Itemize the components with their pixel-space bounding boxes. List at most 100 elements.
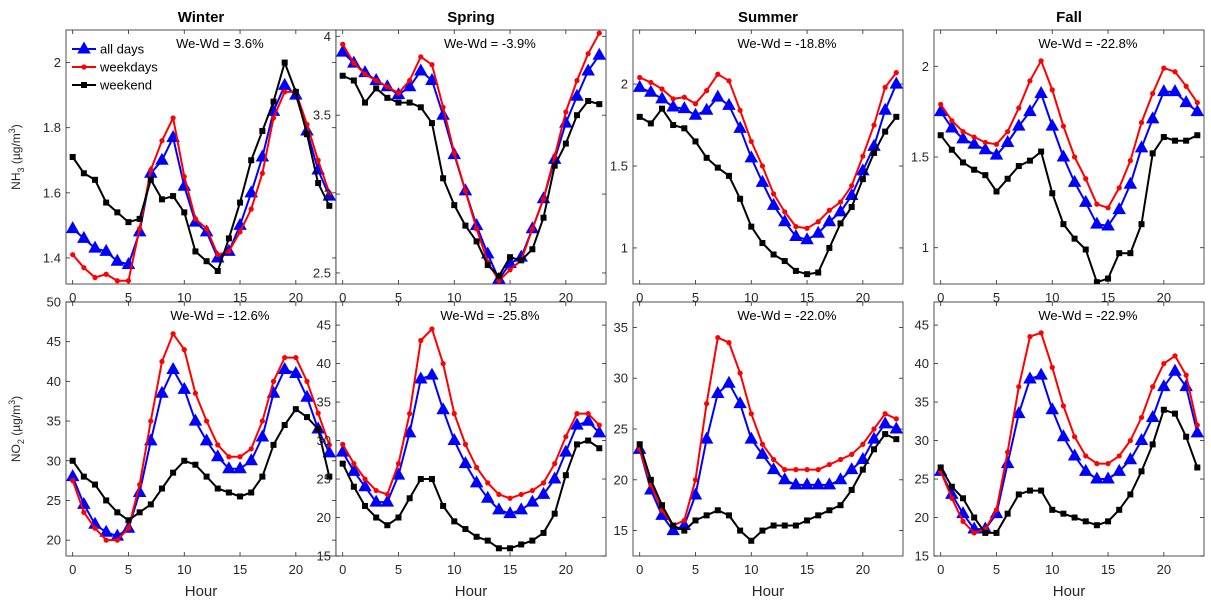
series-group [336, 30, 606, 284]
data-point-weekend [540, 529, 547, 536]
data-point-weekdays [340, 41, 346, 47]
data-point-all_days [633, 79, 647, 92]
data-point-weekend [1105, 518, 1112, 525]
data-point-weekend [136, 509, 143, 516]
data-point-all_days [989, 147, 1004, 160]
data-point-all_days [369, 494, 383, 507]
data-point-weekend [303, 414, 310, 421]
data-point-all_days [1045, 402, 1060, 415]
data-point-all_days [1090, 471, 1104, 484]
data-point-weekend [982, 529, 989, 536]
data-point-weekend [573, 441, 580, 448]
y-tick-label: 1.6 [43, 185, 61, 200]
data-point-weekend [384, 522, 391, 529]
data-point-all_days [833, 472, 848, 485]
data-point-weekdays [215, 252, 221, 258]
legend-label-weekdays: weekdays [99, 60, 158, 75]
data-point-weekend [1183, 433, 1190, 440]
data-point-all_days [347, 463, 361, 476]
x-tick-label: 5 [692, 562, 699, 577]
data-point-weekend [737, 195, 744, 202]
data-point-weekdays [203, 418, 210, 424]
panel-spring-no2: 0 5 10 15 20 15 20 25 30 35 40 45 We-Wd = -25.8% Hour [317, 301, 607, 600]
data-point-all_days [644, 84, 658, 97]
data-point-weekend [781, 522, 788, 529]
data-point-all_days [744, 150, 759, 163]
data-point-weekend [714, 164, 721, 171]
data-point-weekend [551, 510, 558, 517]
data-point-weekdays [362, 71, 368, 77]
data-point-weekend [540, 214, 547, 221]
data-point-all_days [1056, 149, 1071, 162]
data-point-all_days [66, 469, 80, 482]
y-tick-label: 20 [614, 472, 628, 487]
data-point-weekend [507, 545, 514, 552]
data-point-all_days [889, 76, 903, 89]
data-point-weekend [1049, 506, 1056, 513]
data-point-weekdays [473, 464, 480, 471]
data-point-weekend [596, 101, 603, 108]
data-point-all_days [1168, 363, 1182, 376]
data-point-weekend [870, 149, 877, 156]
data-point-weekdays [659, 86, 665, 92]
legend-marker-weekdays [81, 64, 87, 70]
data-point-weekdays [1105, 461, 1111, 467]
data-point-weekdays [373, 487, 379, 494]
data-point-weekend [1160, 134, 1167, 141]
data-point-weekend [484, 537, 491, 544]
data-point-weekend [759, 527, 766, 534]
data-point-weekend [960, 159, 967, 166]
data-point-weekdays [1183, 372, 1189, 378]
data-point-all_days [525, 494, 540, 507]
data-point-all_days [425, 367, 439, 380]
data-point-weekdays [871, 426, 877, 432]
data-point-weekdays [148, 418, 154, 424]
data-point-all_days [1012, 406, 1026, 419]
data-point-weekdays [259, 170, 265, 176]
data-point-weekdays [215, 442, 221, 448]
data-point-all_days [155, 152, 169, 165]
data-point-all_days [1023, 371, 1037, 384]
data-point-weekdays [882, 411, 888, 417]
x-tick-label: 20 [559, 290, 573, 305]
we-wd-annotation: We-Wd = 3.6% [176, 36, 264, 51]
data-point-weekdays [1194, 99, 1200, 106]
data-point-weekdays [351, 60, 357, 66]
data-point-weekdays [529, 487, 535, 494]
y-tick-label: 30 [614, 371, 628, 386]
data-point-weekend [125, 517, 132, 524]
data-point-weekdays [181, 173, 187, 180]
y-tick-label: 1.4 [43, 250, 61, 265]
data-point-weekdays [1005, 449, 1011, 455]
data-point-weekend [417, 104, 424, 111]
x-tick-label: 0 [636, 290, 643, 305]
data-point-all_days [833, 204, 848, 217]
data-point-weekdays [507, 495, 513, 501]
data-point-weekdays [782, 209, 788, 215]
x-tick-label: 5 [125, 290, 132, 305]
data-point-weekdays [681, 94, 687, 100]
data-point-weekend [1194, 132, 1201, 139]
data-point-all_days [536, 486, 551, 499]
data-point-weekend [725, 172, 732, 179]
data-point-weekdays [793, 467, 799, 473]
data-point-weekend [248, 157, 255, 164]
data-point-weekend [362, 99, 369, 106]
data-point-weekend [993, 188, 1000, 195]
y-tick-label: 20 [317, 510, 331, 525]
data-point-weekdays [507, 267, 513, 273]
data-point-weekdays [1071, 154, 1078, 160]
x-tick-label: 10 [447, 290, 461, 305]
x-tick-label: 15 [1101, 290, 1115, 305]
data-point-weekend [248, 489, 255, 496]
data-point-weekdays [748, 138, 754, 145]
data-point-weekend [350, 77, 357, 84]
data-point-all_days [581, 63, 595, 76]
data-point-weekdays [563, 434, 569, 440]
series-group [934, 330, 1204, 536]
y-tick-label: 35 [915, 395, 929, 410]
data-point-weekdays [1172, 353, 1178, 359]
series-group [66, 59, 336, 284]
data-point-weekend [1060, 221, 1067, 228]
data-point-weekend [339, 460, 346, 467]
